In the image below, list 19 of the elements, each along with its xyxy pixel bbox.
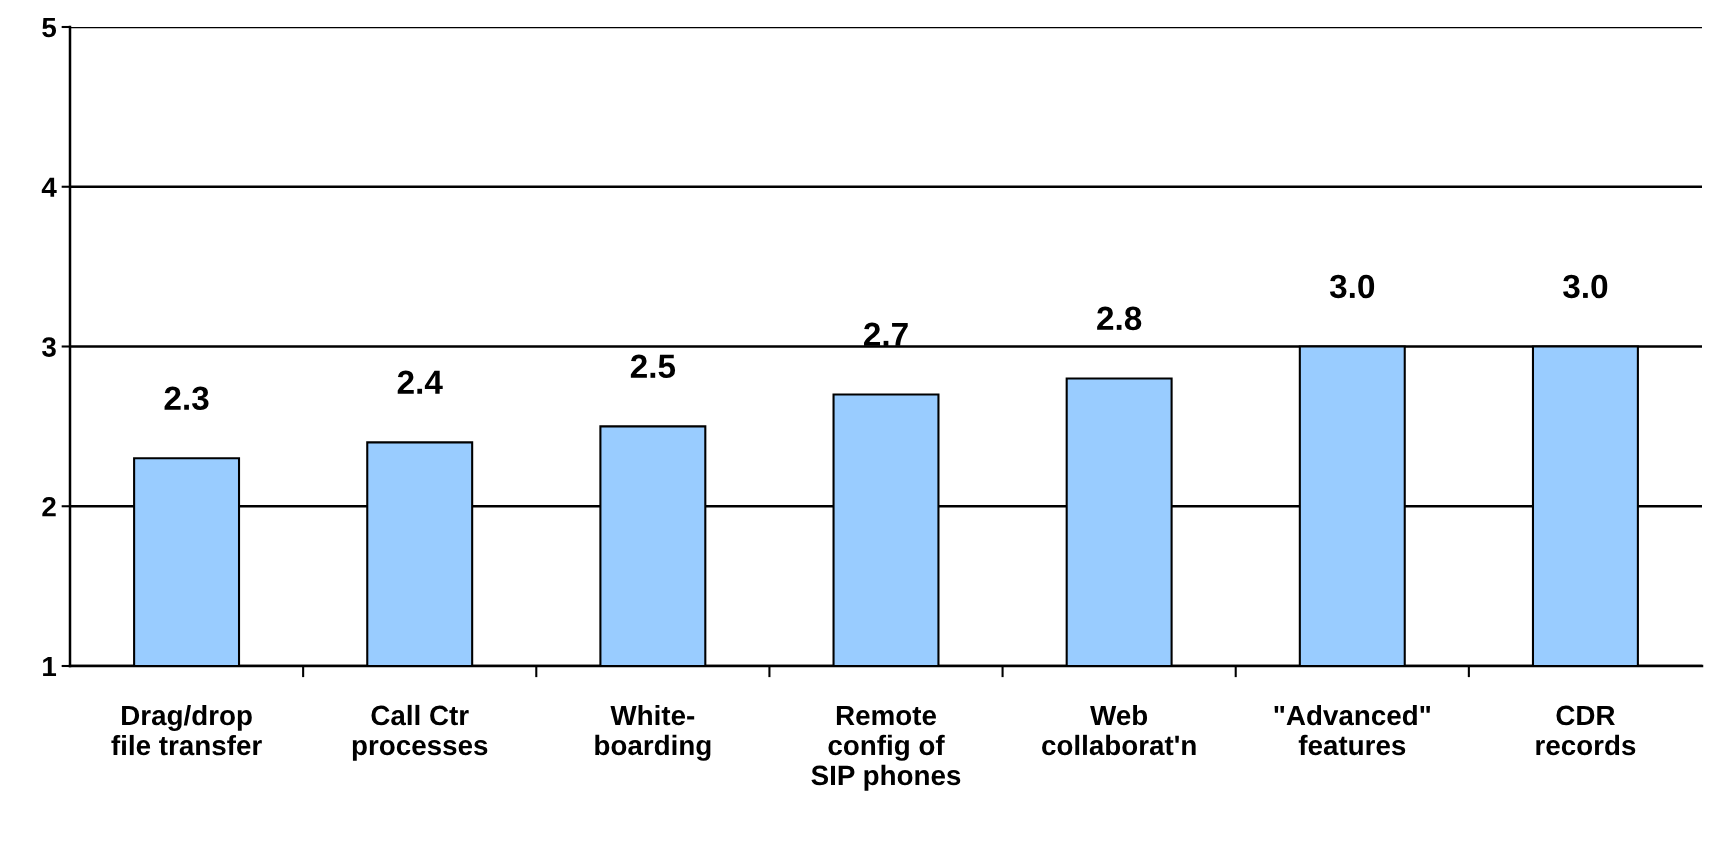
x-tick-label: CDR records xyxy=(1536,705,1636,756)
data-label: 2.3 xyxy=(164,386,209,411)
x-tick-label: White- boarding xyxy=(595,704,711,761)
x-tick-label: Web collaborat'n xyxy=(1042,704,1196,756)
y-tick-label: 1 xyxy=(43,656,57,677)
x-tick-label: Call Ctr processes xyxy=(352,704,488,761)
y-tick-label: 5 xyxy=(42,17,57,38)
y-tick-label: 2 xyxy=(42,496,56,517)
data-label: 2.4 xyxy=(397,370,443,394)
data-label: 2.7 xyxy=(863,322,908,346)
y-tick-label: 4 xyxy=(41,177,57,197)
x-tick-label: Drag/drop file transfer xyxy=(111,704,262,756)
data-label: 2.5 xyxy=(630,354,676,379)
y-tick-label: 3 xyxy=(42,337,56,357)
data-label: 2.8 xyxy=(1097,306,1142,331)
x-tick-label: Remote config of SIP phones xyxy=(811,705,961,791)
data-label: 3.0 xyxy=(1563,274,1608,299)
data-label: 3.0 xyxy=(1329,274,1375,299)
x-tick-label: "Advanced" features xyxy=(1274,704,1431,756)
